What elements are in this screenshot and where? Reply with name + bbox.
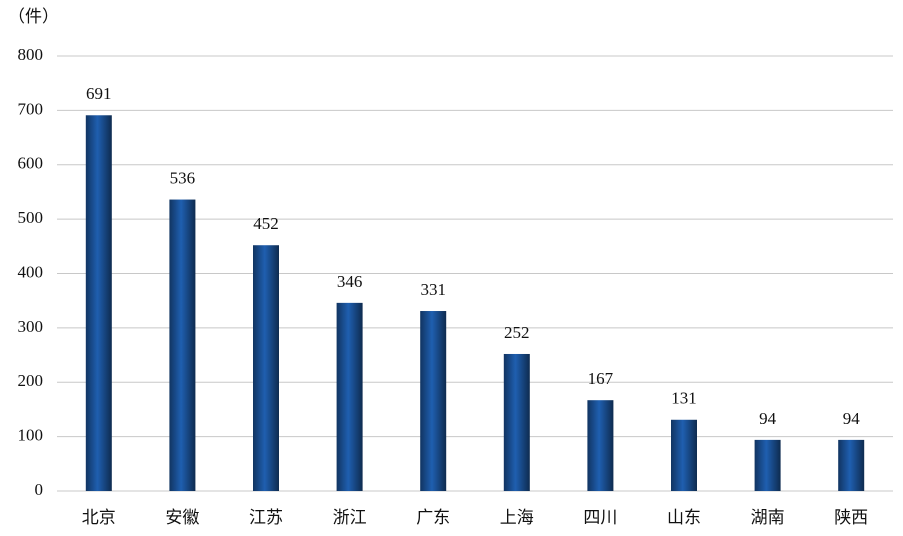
bar bbox=[253, 245, 279, 491]
y-tick-label: 200 bbox=[18, 371, 44, 390]
bar bbox=[169, 199, 196, 492]
x-tick-label: 江苏 bbox=[249, 508, 283, 527]
data-label: 536 bbox=[170, 168, 196, 187]
y-tick-label: 700 bbox=[18, 99, 44, 118]
x-tick-label: 北京 bbox=[82, 508, 116, 527]
data-label: 331 bbox=[420, 280, 446, 299]
data-label: 94 bbox=[759, 409, 777, 428]
x-tick-label: 四川 bbox=[583, 508, 617, 527]
y-tick-label: 0 bbox=[35, 480, 44, 499]
x-tick-label: 陕西 bbox=[834, 508, 868, 527]
x-tick-label: 山东 bbox=[667, 508, 701, 527]
x-tick-label: 湖南 bbox=[751, 508, 785, 527]
y-tick-label: 500 bbox=[18, 208, 44, 227]
data-label: 252 bbox=[504, 323, 530, 342]
x-tick-label: 浙江 bbox=[333, 508, 367, 527]
y-tick-label: 600 bbox=[18, 154, 44, 173]
data-label: 167 bbox=[588, 369, 614, 388]
y-tick-label: 300 bbox=[18, 317, 44, 336]
data-label: 452 bbox=[253, 214, 279, 233]
bar bbox=[587, 400, 614, 491]
x-tick-label: 广东 bbox=[416, 508, 450, 527]
y-tick-label: 400 bbox=[18, 262, 44, 281]
data-label: 131 bbox=[671, 389, 697, 408]
x-tick-label: 安徽 bbox=[165, 508, 199, 527]
y-tick-label: 100 bbox=[18, 426, 44, 445]
bar bbox=[420, 311, 447, 491]
bar bbox=[336, 302, 363, 491]
data-label: 691 bbox=[86, 84, 112, 103]
data-label: 346 bbox=[337, 272, 363, 291]
bar bbox=[85, 115, 112, 492]
bar bbox=[838, 439, 865, 491]
y-axis-unit: （件） bbox=[8, 7, 59, 26]
x-tick-label: 上海 bbox=[500, 508, 534, 527]
data-label: 94 bbox=[843, 409, 861, 428]
y-tick-label: 800 bbox=[18, 45, 44, 64]
bar bbox=[503, 353, 530, 491]
bar bbox=[754, 439, 781, 491]
bar bbox=[671, 419, 697, 491]
